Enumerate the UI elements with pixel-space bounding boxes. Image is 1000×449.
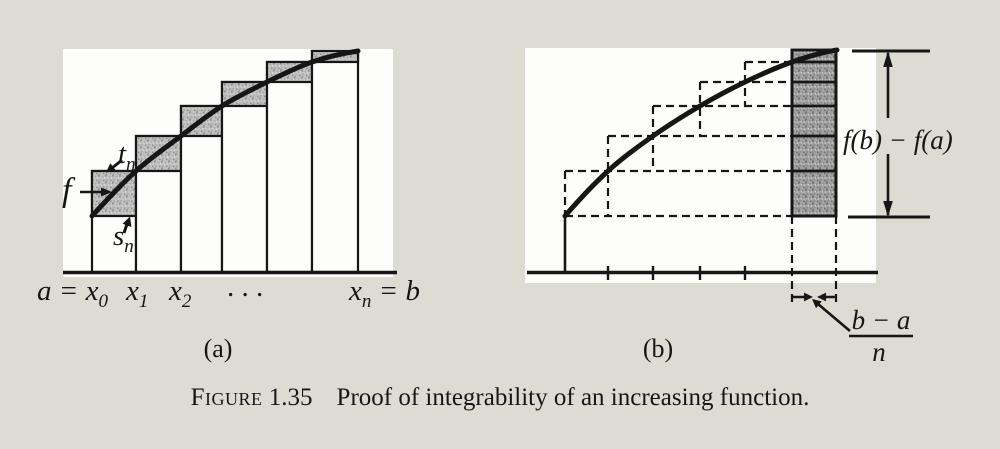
upper-sum-label: tn — [118, 138, 136, 175]
up-arrowhead — [883, 51, 893, 67]
caption-text: Proof of integrability of an increasing … — [336, 384, 810, 411]
caption-tag: Figure — [190, 384, 263, 411]
panel-b-letter: (b) — [643, 334, 673, 363]
left-arrowhead — [817, 292, 826, 302]
axis-label-x1: x1 — [125, 275, 148, 312]
panel-a-letter: (a) — [204, 334, 233, 363]
panel-a: tn f sn a = x0 x1 x2 . . . xn = b (a) — [37, 48, 420, 363]
width-annotation — [793, 292, 913, 338]
caption-number: 1.35 — [268, 384, 313, 411]
panel-b: f(b) − f(a) b − a n (b) — [525, 47, 953, 367]
axis-ellipsis: . . . — [227, 271, 263, 303]
fraction-numerator: b − a — [852, 305, 911, 335]
x-axis-labels: a = x0 x1 x2 . . . xn = b — [37, 271, 420, 312]
difference-column — [790, 48, 838, 218]
bar — [310, 49, 360, 274]
axis-label-xn-b: xn = b — [348, 275, 420, 312]
fraction-denominator: n — [872, 337, 886, 367]
upper-sum-arrowhead — [106, 163, 116, 173]
lower-sum-label: sn — [113, 220, 134, 257]
axis-ticks — [606, 266, 747, 280]
axis-label-x2: x2 — [168, 275, 192, 312]
dashed-staircase — [563, 60, 838, 307]
annotation-arrows — [80, 158, 132, 234]
bar — [134, 134, 183, 274]
height-label: f(b) − f(a) — [843, 125, 953, 155]
right-arrowhead — [804, 292, 813, 302]
function-curve — [562, 47, 840, 219]
pointer-arrowhead — [812, 299, 822, 309]
bar — [265, 60, 314, 274]
lower-sum-arrowhead — [122, 216, 132, 227]
function-curve — [89, 48, 361, 219]
riemann-bars — [90, 49, 360, 274]
figure-caption: Figure 1.35 Proof of integrability of an … — [0, 384, 1000, 412]
curve-arrowhead — [101, 187, 112, 197]
bar — [220, 80, 269, 274]
down-arrowhead — [883, 201, 893, 217]
axis-label-a-x0: a = x0 — [37, 275, 108, 312]
height-annotation — [848, 49, 930, 219]
